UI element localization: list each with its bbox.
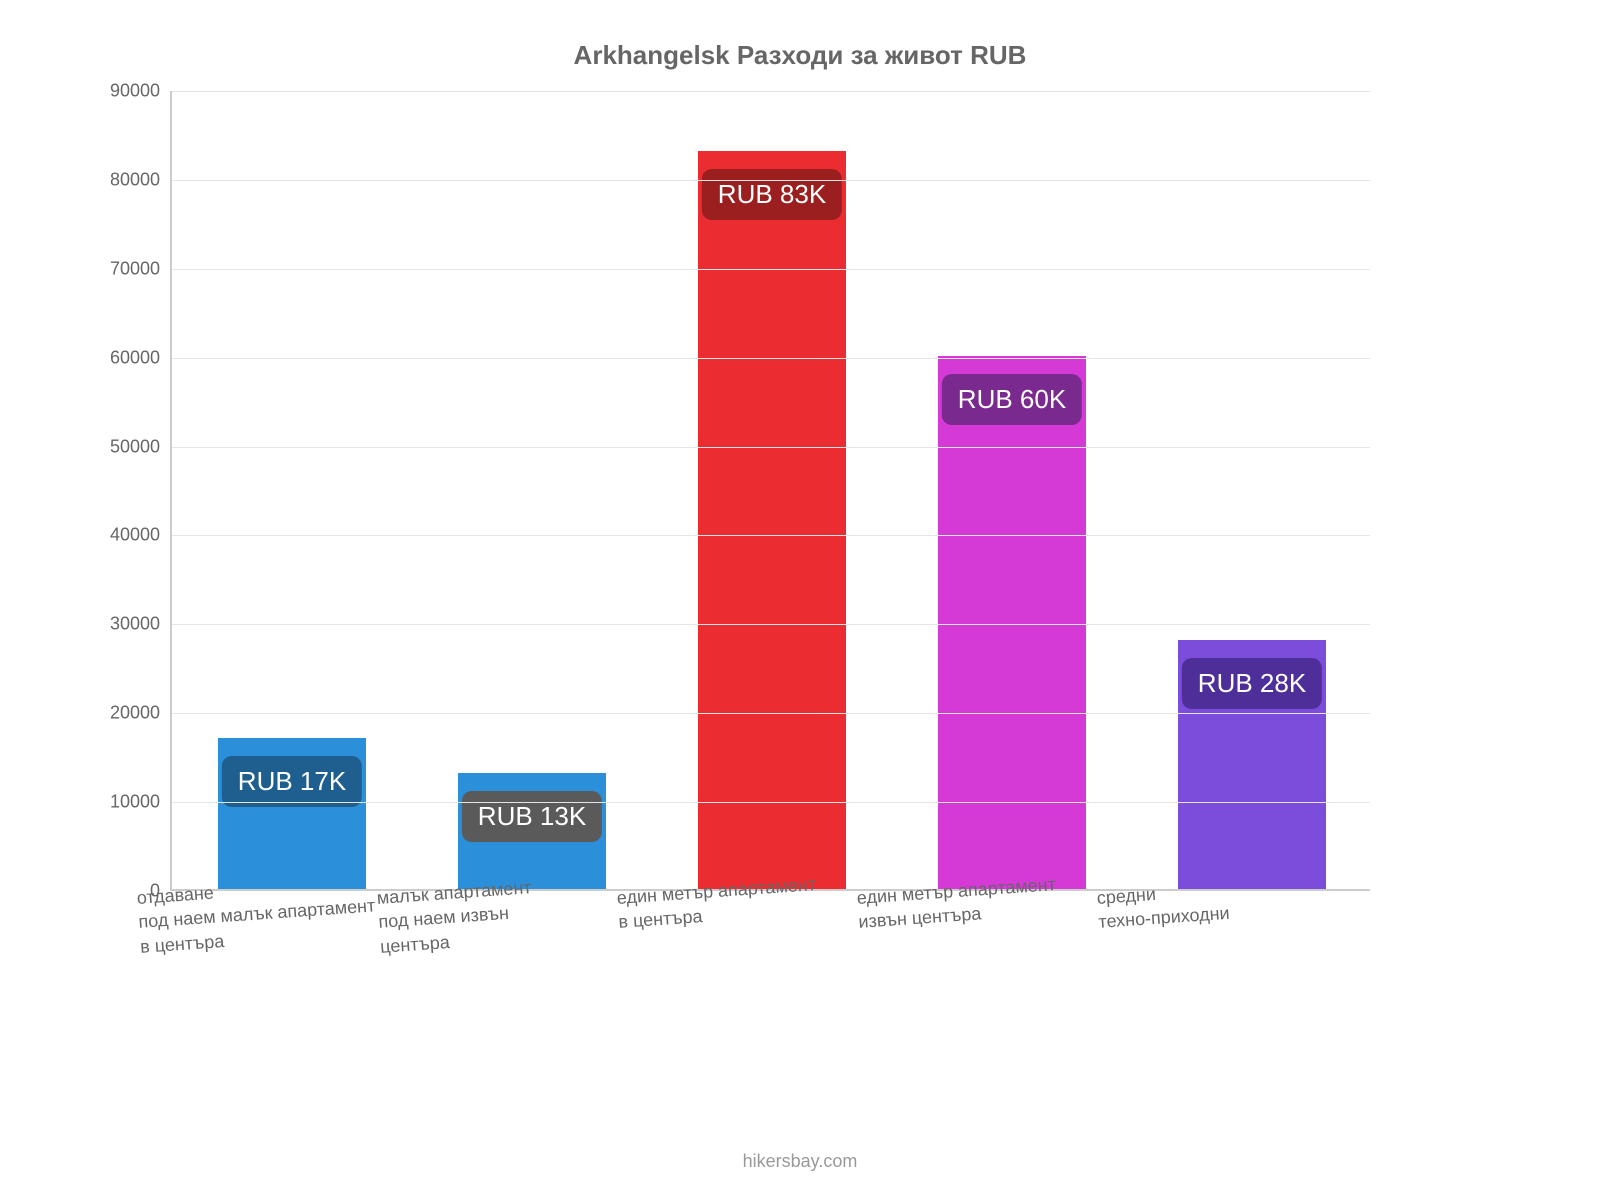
grid-line <box>172 713 1370 714</box>
y-tick-label: 90000 <box>110 81 172 102</box>
bar: RUB 28K <box>1178 640 1327 889</box>
grid-line <box>172 91 1370 92</box>
bar: RUB 83K <box>698 151 847 889</box>
grid-line <box>172 180 1370 181</box>
chart-title: Arkhangelsk Разходи за живот RUB <box>60 40 1540 71</box>
value-badge: RUB 13K <box>462 791 602 842</box>
grid-line <box>172 269 1370 270</box>
bar: RUB 60K <box>938 356 1087 889</box>
grid-line <box>172 802 1370 803</box>
y-tick-label: 80000 <box>110 169 172 190</box>
plot-area: RUB 17KRUB 13KRUB 83KRUB 60KRUB 28K 0100… <box>170 91 1370 891</box>
value-badge: RUB 60K <box>942 374 1082 425</box>
value-badge: RUB 28K <box>1182 658 1322 709</box>
bar: RUB 13K <box>458 773 607 889</box>
grid-line <box>172 447 1370 448</box>
y-tick-label: 20000 <box>110 703 172 724</box>
attribution-text: hikersbay.com <box>0 1151 1600 1172</box>
y-tick-label: 50000 <box>110 436 172 457</box>
value-badge: RUB 17K <box>222 756 362 807</box>
value-badge: RUB 83K <box>702 169 842 220</box>
y-tick-label: 30000 <box>110 614 172 635</box>
y-tick-label: 40000 <box>110 525 172 546</box>
x-axis-label: средни техно-приходни <box>1096 877 1230 935</box>
bars-layer: RUB 17K RUB 13K RUB 83K RUB 60K RUB 28K <box>172 91 1370 889</box>
grid-line <box>172 358 1370 359</box>
y-tick-label: 10000 <box>110 792 172 813</box>
y-tick-label: 70000 <box>110 258 172 279</box>
x-axis-label: отдаване под наем малък апартамент в цен… <box>136 869 378 958</box>
y-tick-label: 60000 <box>110 347 172 368</box>
grid-line <box>172 624 1370 625</box>
x-axis-label: малък апартамент под наем извън центъра <box>376 875 536 959</box>
chart-container: Arkhangelsk Разходи за живот RUB RUB 17K… <box>0 0 1600 1200</box>
bar: RUB 17K <box>218 738 367 889</box>
grid-line <box>172 535 1370 536</box>
